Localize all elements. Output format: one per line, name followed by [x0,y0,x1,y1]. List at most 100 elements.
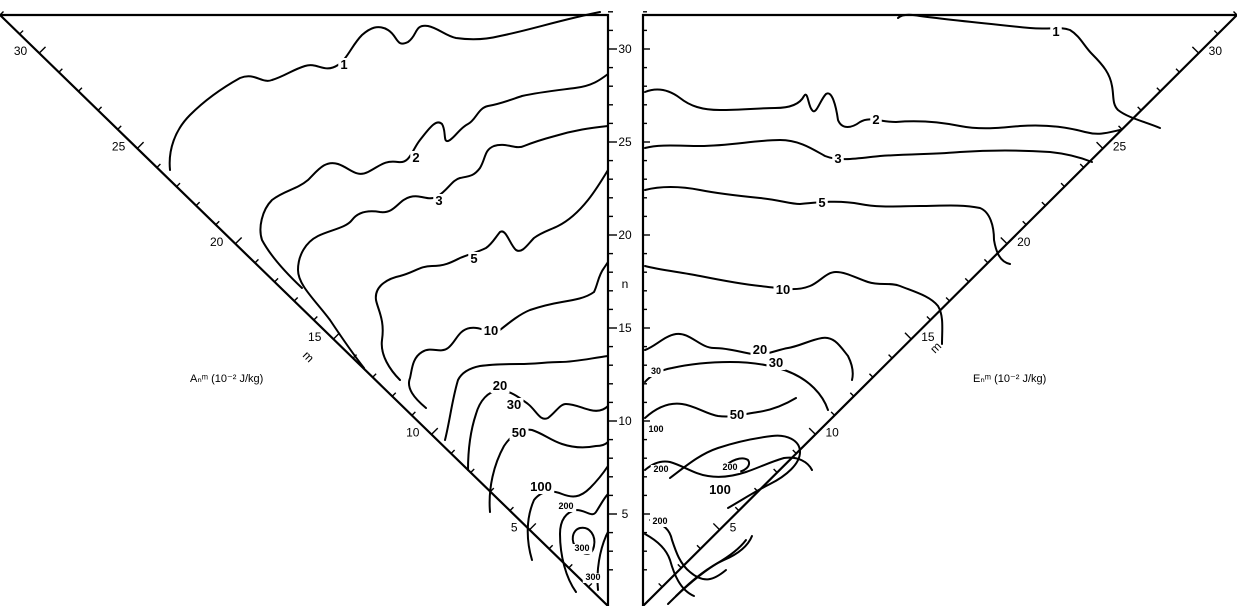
right-contour-label-bg [773,283,793,297]
right-m-tick-label: 25 [1113,139,1127,153]
right-contour-50 [644,397,797,419]
left-m-tick [509,506,514,512]
right-contour-200-upper [669,434,801,509]
left-contour-label: 300 [574,543,589,553]
right-contour-100 [644,456,813,478]
right-m-tick [964,277,970,283]
n-axis-label: n [622,277,629,291]
left-m-tick [529,522,537,531]
right-m-tick [696,544,701,550]
left-contour-50 [488,428,609,513]
left-contour-label-bg [490,379,510,393]
left-m-tick-label: 20 [210,235,224,249]
left-triangle-frame [0,13,610,606]
left-contour-3 [297,125,609,369]
right-contour-label: 200 [652,516,667,526]
left-contour-label-bg [555,502,577,512]
right-quantity-label: Eₙᵐ (10⁻² J/kg) [973,373,1046,385]
left-m-tick [568,563,573,569]
left-contour-label: 100 [530,479,552,494]
left-m-tick-label: 25 [112,139,126,153]
left-m-tick [372,373,377,378]
right-contour-label: 2 [872,112,879,127]
left-m-tick [215,220,220,226]
right-contour-label: 100 [709,482,731,497]
right-contour-label-bg [649,517,671,527]
right-m-tick [945,296,951,302]
right-m-tick [808,427,816,435]
right-contour-label-bg [719,463,741,473]
right-m-tick-label: 5 [730,521,737,535]
left-contour-label-bg [338,58,350,72]
right-contour-label-bg [648,367,664,377]
left-quantity-label: Aₙᵐ (10⁻² J/kg) [190,373,263,385]
right-m-tick [1233,11,1237,16]
left-m-tick [156,163,161,169]
left-m-tick [77,87,83,92]
right-contour-label-bg [1050,25,1062,39]
right-contour-label-bg [766,356,786,370]
left-m-tick [430,427,439,435]
left-contour-label: 200 [558,501,573,511]
left-m-tick [254,258,259,264]
right-m-tick [904,332,912,340]
left-contour-300-lower [596,531,609,591]
right-m-tick [849,392,855,397]
left-contour-5 [374,169,609,381]
left-contour-label: 300 [585,572,600,582]
left-contour-1 [168,11,601,171]
right-contour-label-bg [832,152,844,166]
right-contour-label: 200 [722,462,737,472]
right-m-tick [1156,87,1161,92]
left-tick-group [0,11,617,588]
left-contour-20 [444,355,609,441]
right-contour-label: 30 [651,366,661,376]
right-contour-label: 50 [730,407,744,422]
left-contour-30 [467,389,609,471]
left-contour-label: 5 [470,251,477,266]
right-m-tick [1041,201,1046,207]
right-contour-20 [644,332,854,381]
right-m-tick [712,522,721,531]
left-m-tick [19,30,24,35]
right-m-tick-label: 30 [1209,44,1223,58]
n-tick-label: 30 [618,42,632,56]
left-m-tick [0,11,4,16]
right-contour-lower-1 [649,519,727,581]
left-contour-label-bg [527,480,555,494]
left-m-tick [470,468,475,474]
right-contour-label-bg [650,465,672,475]
left-m-tick [411,411,416,416]
n-tick-label: 15 [618,321,632,335]
right-contour-label: 5 [818,195,825,210]
left-m-tick-label: 5 [511,521,518,535]
right-m-tick [677,563,682,569]
left-contour-label: 1 [340,57,347,72]
right-m-tick [1175,68,1181,73]
right-m-tick [1213,30,1219,35]
right-m-tick [888,354,893,359]
right-contour-label: 3 [834,151,841,166]
right-contour-1 [897,13,1161,129]
right-m-tick-label: 10 [825,425,839,439]
right-m-tick [1060,182,1066,188]
left-m-tick [587,582,593,588]
right-m-tick [792,449,797,454]
right-m-tick [830,411,836,416]
n-tick-label: 5 [622,507,629,521]
left-m-tick [117,125,122,130]
left-contour-label: 50 [512,425,526,440]
right-contour-lower-4 [667,539,747,605]
n-tick-label: 10 [618,414,632,428]
left-m-tick [234,236,243,245]
right-contour-5 [644,186,1011,265]
right-contour-3 [644,139,1093,163]
right-m-tick [1000,236,1008,245]
right-m-tick [1191,46,1200,54]
right-tick-group [643,11,1237,588]
left-contour-100 [526,465,609,561]
